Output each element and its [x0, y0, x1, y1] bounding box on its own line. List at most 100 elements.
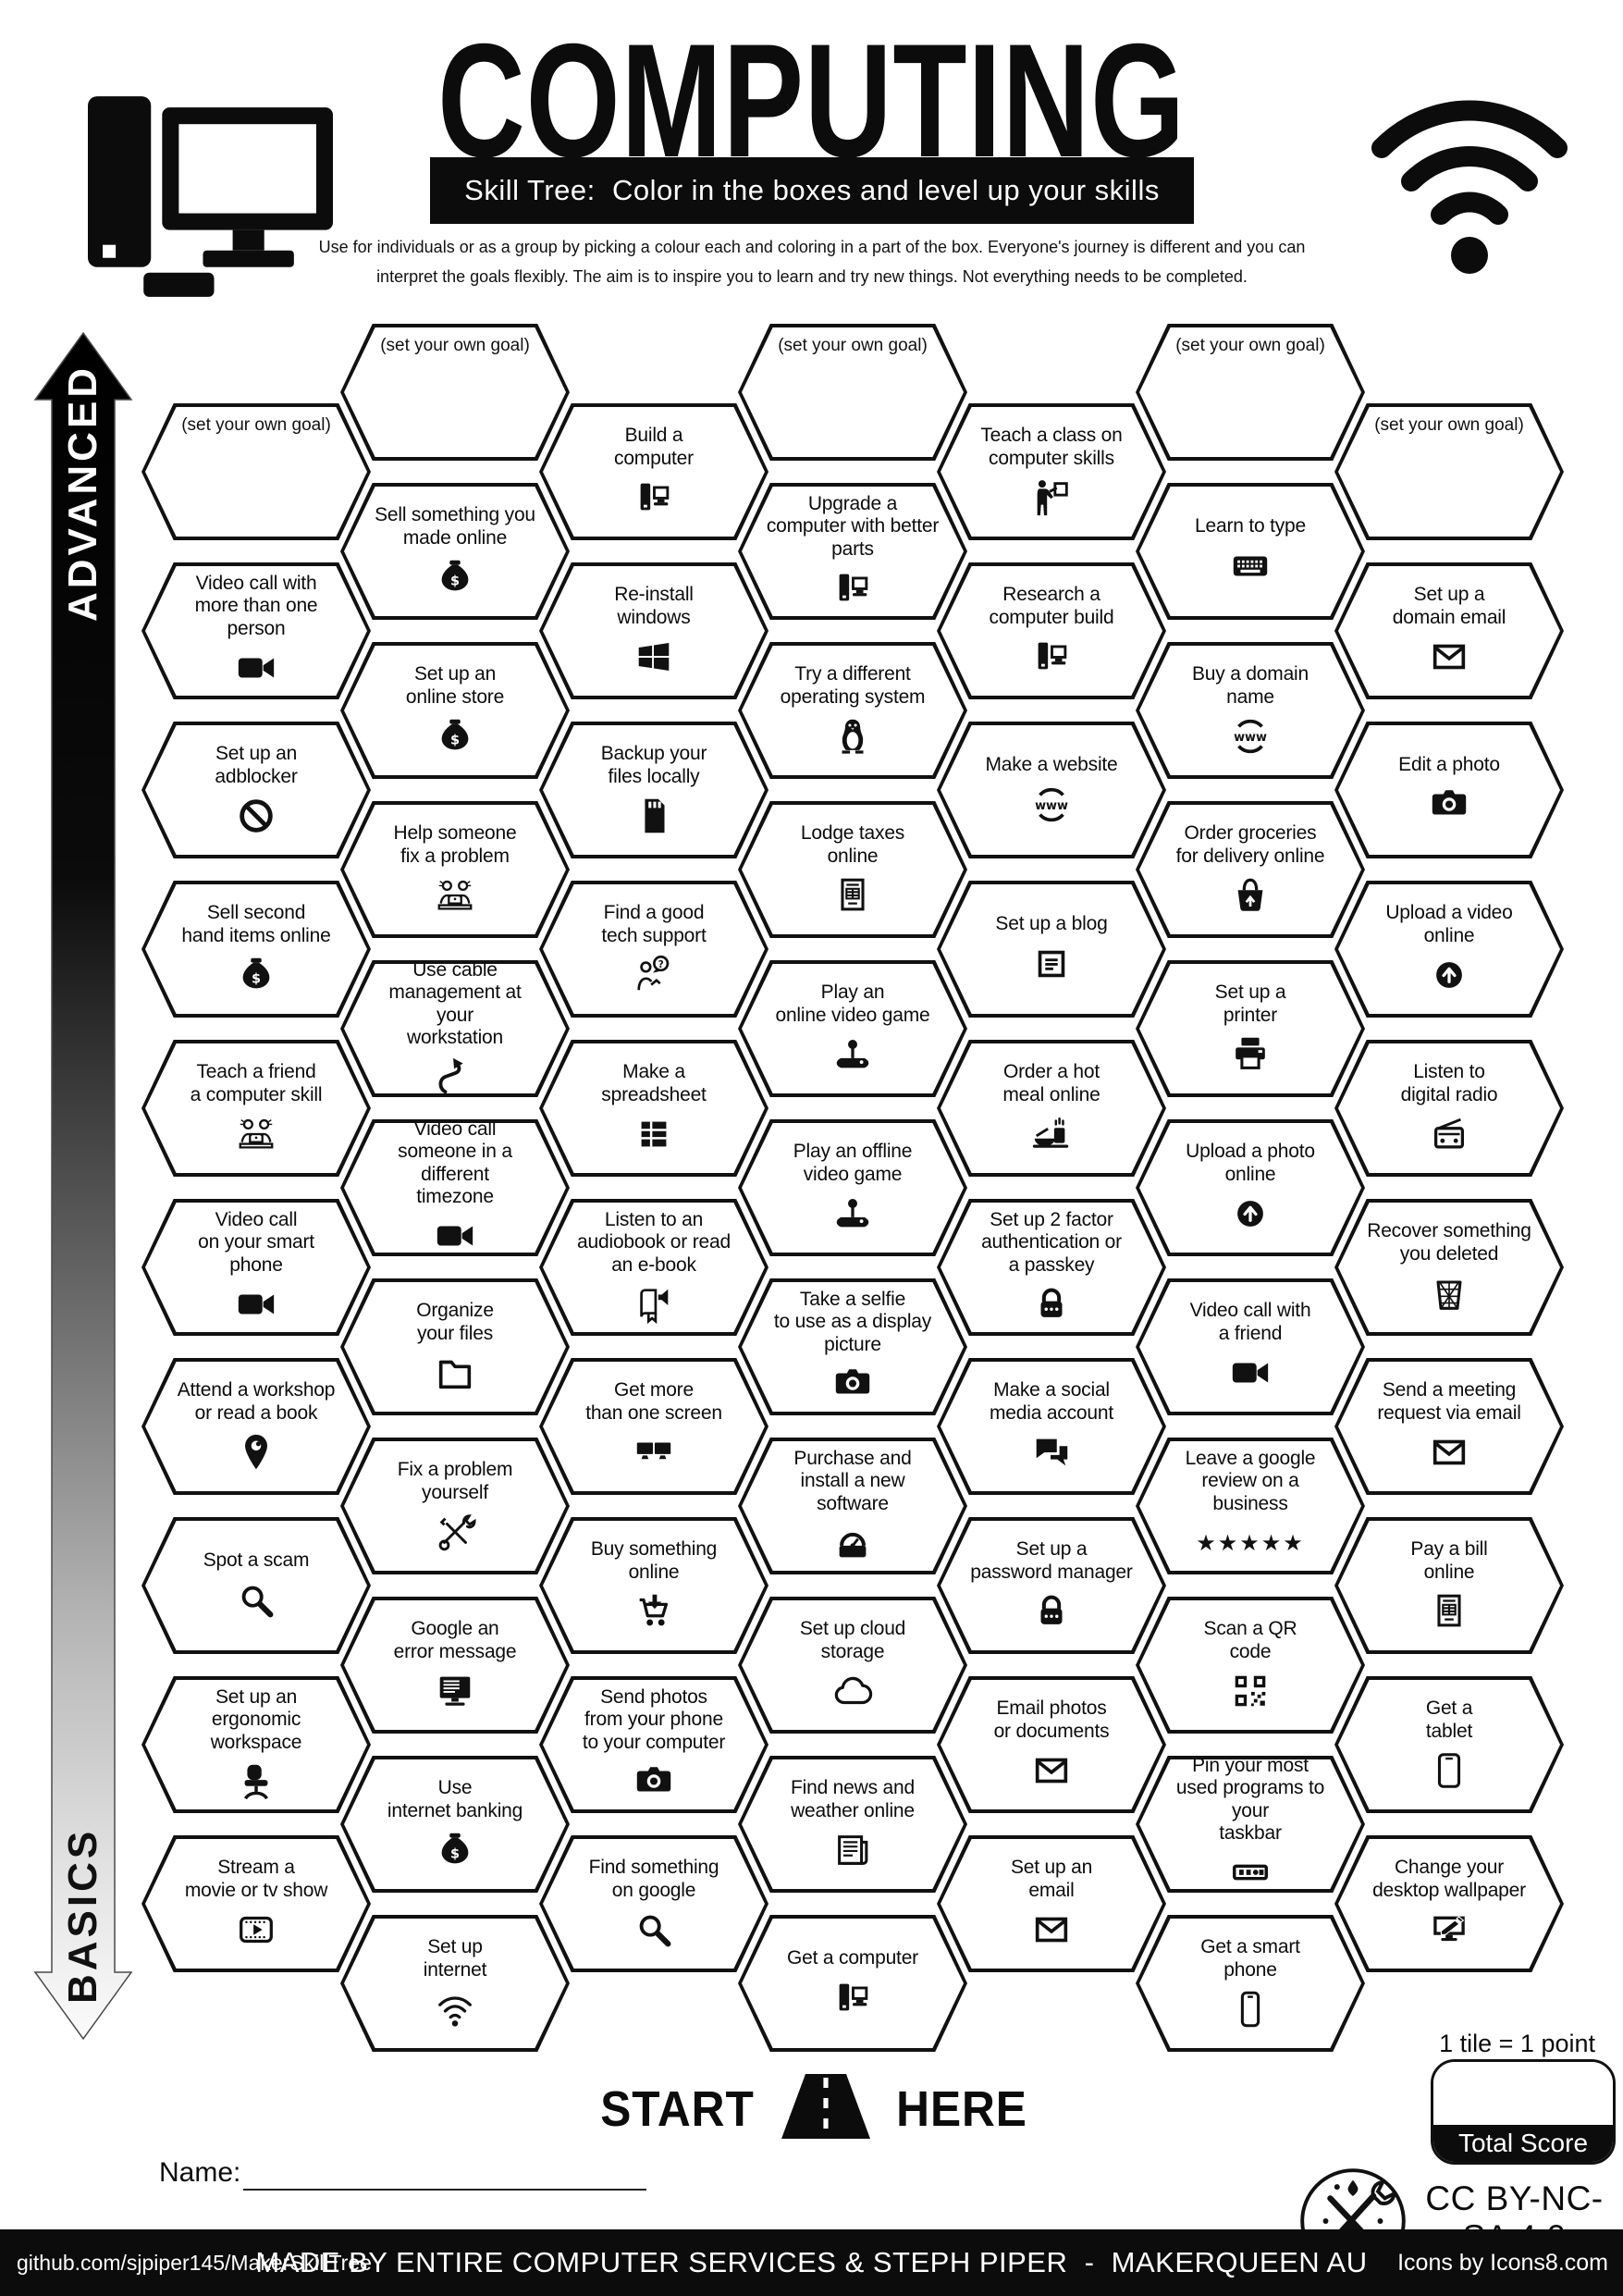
hex-set-your-own-goal-c1[interactable]: (set your own goal)	[141, 403, 371, 540]
hex-tile-surface[interactable]: Send a meeting request via email	[1338, 1362, 1560, 1491]
hex-help-someone-fix-a-problem[interactable]: Help someone fix a problem	[340, 801, 570, 938]
hex-fix-a-problem-yourself[interactable]: Fix a problem yourself	[340, 1438, 570, 1574]
hex-tile-surface[interactable]: Change your desktop wallpaper	[1338, 1839, 1560, 1969]
hex-edit-a-photo[interactable]: Edit a photo	[1334, 722, 1564, 858]
hex-tile-surface[interactable]: Buy a domain name www	[1139, 646, 1361, 775]
hex-video-call-with-a-friend[interactable]: Video call with a friend	[1136, 1278, 1365, 1415]
hex-tile-surface[interactable]: Set up internet	[344, 1919, 566, 2048]
hex-tile-surface[interactable]: Help someone fix a problem	[344, 805, 566, 934]
hex-tile-surface[interactable]: Make a website www	[941, 725, 1162, 855]
hex-tile-surface[interactable]: Organize your files	[344, 1282, 566, 1412]
hex-tile-surface[interactable]: Listen to digital radio	[1338, 1043, 1560, 1173]
hex-listen-to-digital-radio[interactable]: Listen to digital radio	[1334, 1040, 1564, 1177]
hex-set-up-an-email[interactable]: Set up an email	[937, 1835, 1166, 1972]
hex-tile-surface[interactable]: Use internet banking $	[344, 1759, 566, 1889]
hex-learn-to-type[interactable]: Learn to type	[1136, 483, 1365, 620]
hex-tile-surface[interactable]: Set up an email	[941, 1839, 1162, 1969]
hex-tile-surface[interactable]: Order a hot meal online	[941, 1043, 1162, 1173]
hex-send-a-meeting-request-via-email[interactable]: Send a meeting request via email	[1334, 1358, 1564, 1495]
hex-make-a-website[interactable]: Make a website www	[937, 722, 1166, 858]
hex-set-your-own-goal-c6[interactable]: (set your own goal)	[1136, 324, 1365, 461]
hex-tile-surface[interactable]: Make a social media account	[941, 1362, 1162, 1491]
hex-tile-surface[interactable]: Make a spreadsheet	[543, 1043, 765, 1173]
hex-order-groceries-for-delivery-online[interactable]: Order groceries for delivery online	[1136, 801, 1365, 938]
hex-tile-surface[interactable]: Learn to type	[1139, 487, 1361, 616]
hex-tile-surface[interactable]: Try a different operating system	[742, 646, 964, 775]
hex-buy-a-domain-name[interactable]: Buy a domain name www	[1136, 642, 1365, 779]
hex-find-news-and-weather-online[interactable]: Find news and weather online	[738, 1756, 967, 1893]
hex-teach-a-friend-a-computer-skill[interactable]: Teach a friend a computer skill	[141, 1040, 371, 1177]
hex-upgrade-a-computer-with-better-parts[interactable]: Upgrade a computer with better parts	[738, 483, 967, 620]
hex-tile-surface[interactable]: Take a selfie to use as a display pictur…	[742, 1282, 964, 1412]
hex-find-a-good-tech-support[interactable]: Find a good tech support?	[539, 881, 768, 1018]
hex-backup-your-files-locally[interactable]: Backup your files locally	[539, 722, 768, 858]
hex-order-a-hot-meal-online[interactable]: Order a hot meal online	[937, 1040, 1166, 1177]
hex-pay-a-bill-online[interactable]: Pay a bill online	[1334, 1517, 1564, 1654]
hex-email-photos-or-documents[interactable]: Email photos or documents	[937, 1676, 1166, 1813]
hex-tile-surface[interactable]: Set up a blog	[941, 884, 1162, 1014]
hex-set-up-cloud-storage[interactable]: Set up cloud storage	[738, 1597, 967, 1734]
hex-tile-surface[interactable]: Video call someone in a different timezo…	[344, 1123, 566, 1253]
hex-tile-surface[interactable]: Spot a scam	[145, 1521, 367, 1650]
hex-tile-surface[interactable]: Lodge taxes online	[742, 805, 964, 934]
hex-set-your-own-goal-c2[interactable]: (set your own goal)	[340, 324, 570, 461]
hex-tile-surface[interactable]: Email photos or documents	[941, 1680, 1162, 1809]
hex-tile-surface[interactable]: Edit a photo	[1338, 725, 1560, 855]
hex-tile-surface[interactable]: Play an online video game	[742, 964, 964, 1093]
hex-tile-surface[interactable]: Set up an adblocker	[145, 725, 367, 855]
hex-tile-surface[interactable]: Recover something you deleted	[1338, 1203, 1560, 1332]
hex-tile-surface[interactable]: Re-install windows	[543, 566, 765, 696]
hex-recover-something-you-deleted[interactable]: Recover something you deleted	[1334, 1199, 1564, 1336]
hex-google-an-error-message[interactable]: Google an error message	[340, 1597, 570, 1734]
hex-set-up-a-printer[interactable]: Set up a printer	[1136, 960, 1365, 1097]
hex-tile-surface[interactable]: (set your own goal)	[344, 327, 566, 457]
hex-video-call-with-more-than-one-person[interactable]: Video call with more than one person	[141, 562, 371, 699]
footer-icons8-credit[interactable]: Icons by Icons8.com	[1397, 2249, 1608, 2276]
hex-tile-surface[interactable]: Set up 2 factor authentication or a pass…	[941, 1203, 1162, 1332]
hex-set-up-an-ergonomic-workspace[interactable]: Set up an ergonomic workspace	[141, 1676, 371, 1813]
hex-tile-surface[interactable]: Send photos from your phone to your comp…	[543, 1680, 765, 1809]
hex-lodge-taxes-online[interactable]: Lodge taxes online	[738, 801, 967, 938]
hex-tile-surface[interactable]: Upgrade a computer with better parts	[742, 487, 964, 616]
footer-github-link[interactable]: github.com/sjpiper145/MakerSkillTree	[17, 2250, 372, 2275]
hex-organize-your-files[interactable]: Organize your files	[340, 1278, 570, 1415]
hex-upload-a-video-online[interactable]: Upload a video online	[1334, 881, 1564, 1018]
hex-play-an-offline-video-game[interactable]: Play an offline video game	[738, 1119, 967, 1256]
hex-tile-surface[interactable]: Teach a friend a computer skill	[145, 1043, 367, 1173]
hex-tile-surface[interactable]: Video call with a friend	[1139, 1282, 1361, 1412]
hex-sell-something-you-made-online[interactable]: Sell something you made online $	[340, 483, 570, 620]
hex-sell-second-hand-items-online[interactable]: Sell second hand items online $	[141, 881, 371, 1018]
hex-tile-surface[interactable]: Get a computer	[742, 1919, 964, 2048]
hex-tile-surface[interactable]: Purchase and install a new software	[742, 1441, 964, 1571]
hex-use-cable-management-at-your-workstation[interactable]: Use cable management at your workstation	[340, 960, 570, 1097]
hex-try-a-different-operating-system[interactable]: Try a different operating system	[738, 642, 967, 779]
hex-re-install-windows[interactable]: Re-install windows	[539, 562, 768, 699]
hex-take-a-selfie-to-use-as-a-display-picture[interactable]: Take a selfie to use as a display pictur…	[738, 1278, 967, 1415]
hex-scan-a-qr-code[interactable]: Scan a QR code	[1136, 1597, 1365, 1734]
hex-tile-surface[interactable]: (set your own goal)	[1139, 327, 1361, 457]
hex-attend-a-workshop-or-read-a-book[interactable]: Attend a workshop or read a book	[141, 1358, 371, 1495]
hex-tile-surface[interactable]: Get more than one screen	[543, 1362, 765, 1491]
hex-set-your-own-goal-c4[interactable]: (set your own goal)	[738, 324, 967, 461]
hex-tile-surface[interactable]: Listen to an audiobook or read an e-book	[543, 1203, 765, 1332]
hex-tile-surface[interactable]: Get a tablet	[1338, 1680, 1560, 1809]
hex-spot-a-scam[interactable]: Spot a scam	[141, 1517, 371, 1654]
hex-tile-surface[interactable]: Set up a printer	[1139, 964, 1361, 1093]
hex-tile-surface[interactable]: Find a good tech support?	[543, 884, 765, 1014]
hex-tile-surface[interactable]: Video call on your smart phone	[145, 1203, 367, 1332]
hex-tile-surface[interactable]: Upload a photo online	[1139, 1123, 1361, 1253]
hex-tile-surface[interactable]: Pin your most used programs to your task…	[1139, 1759, 1361, 1889]
hex-tile-surface[interactable]: Google an error message	[344, 1600, 566, 1730]
hex-tile-surface[interactable]: Stream a movie or tv show	[145, 1839, 367, 1969]
hex-get-a-smart-phone[interactable]: Get a smart phone	[1136, 1915, 1365, 2052]
hex-stream-a-movie-or-tv-show[interactable]: Stream a movie or tv show	[141, 1835, 371, 1972]
hex-set-up-2-factor-authentication-or-a-passkey[interactable]: Set up 2 factor authentication or a pass…	[937, 1199, 1166, 1336]
hex-pin-your-most-used-programs-to-your-taskbar[interactable]: Pin your most used programs to your task…	[1136, 1756, 1365, 1893]
hex-tile-surface[interactable]: Buy something online	[543, 1521, 765, 1650]
name-input-line[interactable]	[243, 2189, 646, 2191]
hex-tile-surface[interactable]: Sell second hand items online $	[145, 884, 367, 1014]
hex-tile-surface[interactable]: Set up an online store $	[344, 646, 566, 775]
hex-listen-to-an-audiobook-or-read-an-e-book[interactable]: Listen to an audiobook or read an e-book	[539, 1199, 768, 1336]
hex-video-call-on-your-smart-phone[interactable]: Video call on your smart phone	[141, 1199, 371, 1336]
hex-tile-surface[interactable]: Order groceries for delivery online	[1139, 805, 1361, 934]
